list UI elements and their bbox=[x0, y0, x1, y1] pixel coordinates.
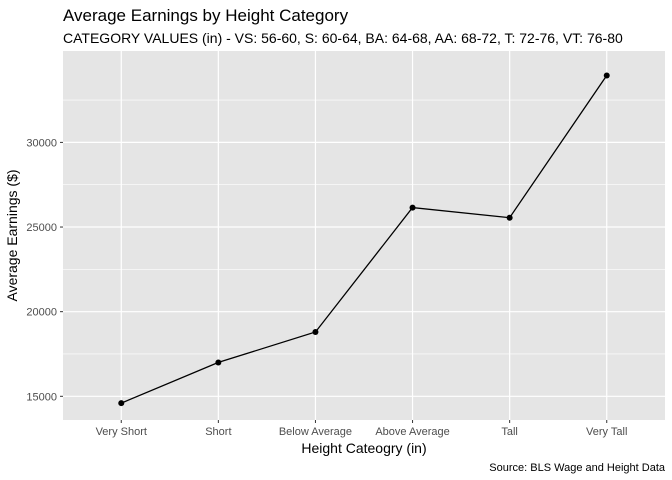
y-tick-label: 15000 bbox=[26, 391, 57, 403]
major-gridlines bbox=[63, 51, 665, 420]
chart-caption: Source: BLS Wage and Height Data bbox=[489, 462, 666, 474]
y-tick-label: 25000 bbox=[26, 222, 57, 234]
data-point bbox=[312, 328, 319, 335]
series-line-group bbox=[121, 75, 608, 404]
chart-title: Average Earnings by Height Category bbox=[63, 6, 349, 25]
series-line bbox=[121, 75, 608, 404]
minor-gridlines bbox=[63, 99, 665, 355]
y-axis-ticks: 15000 20000 25000 30000 bbox=[26, 137, 63, 403]
data-point bbox=[409, 204, 416, 211]
x-tick-label: Very Short bbox=[96, 426, 147, 438]
x-tick-label: Short bbox=[205, 426, 231, 438]
data-points bbox=[118, 72, 610, 407]
data-point bbox=[215, 359, 222, 366]
data-point bbox=[603, 72, 610, 79]
x-tick-label: Tall bbox=[501, 426, 518, 438]
x-tick-label: Very Tall bbox=[586, 426, 627, 438]
y-tick-label: 20000 bbox=[26, 307, 57, 319]
x-tick-label: Above Average bbox=[375, 426, 449, 438]
chart-subtitle: CATEGORY VALUES (in) - VS: 56-60, S: 60-… bbox=[63, 30, 623, 46]
data-point bbox=[506, 214, 513, 221]
x-tick-label: Below Average bbox=[279, 426, 352, 438]
plot-panel bbox=[63, 51, 665, 420]
x-axis-title: Height Cateogry (in) bbox=[301, 440, 426, 456]
y-axis-title: Average Earnings ($) bbox=[4, 169, 20, 301]
x-axis-ticks: Very Short Short Below Average Above Averag… bbox=[96, 420, 627, 438]
data-point bbox=[118, 400, 125, 407]
y-tick-label: 30000 bbox=[26, 137, 57, 149]
